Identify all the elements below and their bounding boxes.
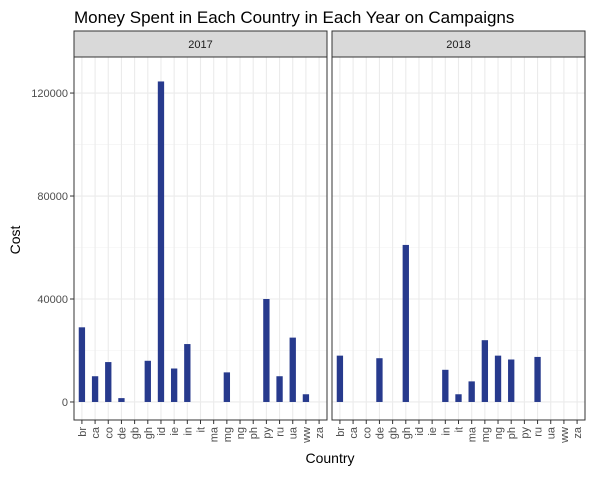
x-tick-label: gb xyxy=(130,427,142,439)
y-axis-label: Cost xyxy=(7,226,23,255)
x-tick-label: it xyxy=(454,427,466,433)
x-tick-label: ie xyxy=(427,427,439,436)
x-tick-label: ww xyxy=(301,427,313,444)
bar-2017-ie xyxy=(170,368,178,402)
x-tick-label: ru xyxy=(275,427,287,437)
y-tick-label: 0 xyxy=(62,397,68,409)
bar-2017-de xyxy=(118,398,125,402)
chart-title: Money Spent in Each Country in Each Year… xyxy=(74,8,514,27)
x-tick-label: de xyxy=(116,427,128,439)
bar-2017-ww xyxy=(302,394,310,402)
x-tick-label: mg xyxy=(222,427,234,442)
x-tick-label: ua xyxy=(546,426,558,439)
x-tick-label: de xyxy=(374,427,386,439)
bar-2017-ua xyxy=(289,337,296,402)
bar-2018-br xyxy=(336,355,344,402)
x-tick-label: ca xyxy=(90,426,102,439)
x-tick-label: py xyxy=(261,427,273,439)
x-tick-label: ph xyxy=(248,427,260,439)
x-tick-label: ph xyxy=(506,427,518,439)
x-tick-label: id xyxy=(414,427,426,436)
x-axis-label: Country xyxy=(305,450,354,466)
x-tick-label: ng xyxy=(235,427,247,439)
bar-2018-ng xyxy=(494,355,502,402)
x-tick-label: ie xyxy=(169,427,181,436)
bar-2017-id xyxy=(157,81,165,402)
bar-2017-co xyxy=(105,362,112,402)
facet-strip-label: 2018 xyxy=(446,39,470,51)
y-tick-label: 120000 xyxy=(31,88,68,100)
x-tick-label: ma xyxy=(467,426,479,442)
x-tick-label: in xyxy=(182,427,194,436)
facet-strip xyxy=(73,30,328,58)
x-tick-label: ww xyxy=(559,427,571,444)
bar-2018-de xyxy=(376,358,383,402)
x-tick-label: gh xyxy=(401,427,413,439)
x-tick-label: ng xyxy=(493,427,505,439)
bar-2018-in xyxy=(442,369,449,402)
y-tick-label: 40000 xyxy=(37,294,68,306)
facet-strip xyxy=(331,30,586,58)
x-tick-label: in xyxy=(440,427,452,436)
bar-2018-ru xyxy=(534,356,541,402)
x-tick-label: py xyxy=(519,427,531,439)
bar-2017-gh xyxy=(144,360,151,402)
bar-2018-gh xyxy=(402,244,409,402)
bar-2017-py xyxy=(263,299,270,402)
bar-2018-ma xyxy=(468,381,475,402)
x-tick-label: co xyxy=(103,427,115,439)
x-tick-label: ua xyxy=(288,426,300,439)
x-tick-label: ru xyxy=(533,427,545,437)
bar-2017-in xyxy=(184,344,191,402)
bar-2017-mg xyxy=(223,372,231,402)
x-tick-label: ma xyxy=(209,426,221,442)
x-tick-label: gh xyxy=(143,427,155,439)
bar-2017-ru xyxy=(276,376,283,402)
facet-strip-label: 2017 xyxy=(188,39,212,51)
x-tick-label: gb xyxy=(388,427,400,439)
x-tick-label: mg xyxy=(480,427,492,442)
x-tick-label: ca xyxy=(348,426,360,439)
bar-2017-ca xyxy=(91,376,99,402)
x-tick-label: za xyxy=(314,426,326,439)
x-tick-label: br xyxy=(77,427,89,437)
bar-2018-mg xyxy=(481,340,489,402)
x-tick-label: za xyxy=(572,426,584,439)
bar-2018-it xyxy=(455,394,462,402)
x-tick-label: co xyxy=(361,427,373,439)
bar-2017-br xyxy=(78,327,86,402)
x-tick-label: it xyxy=(196,427,208,433)
x-tick-label: id xyxy=(156,427,168,436)
x-tick-label: br xyxy=(335,427,347,437)
bar-2018-ph xyxy=(508,359,515,402)
y-tick-label: 80000 xyxy=(37,191,68,203)
